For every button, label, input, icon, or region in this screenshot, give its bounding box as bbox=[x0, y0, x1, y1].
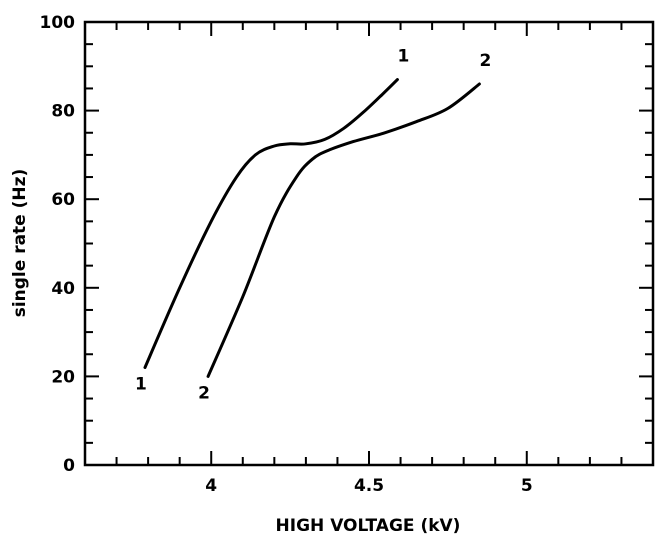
y-tick-label: 80 bbox=[51, 102, 75, 122]
series-label-end-1: 1 bbox=[397, 47, 409, 67]
x-tick-label: 5 bbox=[521, 476, 533, 496]
y-tick-label: 60 bbox=[51, 190, 75, 210]
series-group bbox=[143, 78, 481, 378]
tick-marks bbox=[84, 21, 654, 466]
x-tick-label: 4.5 bbox=[354, 476, 384, 496]
x-tick-label: 4 bbox=[205, 476, 217, 496]
tick-labels: 0 20 40 60 80 100 4 4.5 5 bbox=[40, 13, 533, 496]
y-axis-title: single rate (Hz) bbox=[10, 169, 30, 318]
series-label-start-1: 1 bbox=[135, 375, 147, 395]
y-tick-label: 40 bbox=[51, 279, 75, 299]
series-label-start-2: 2 bbox=[198, 383, 210, 403]
series-line-1 bbox=[143, 78, 399, 369]
y-tick-label: 100 bbox=[40, 13, 76, 33]
y-tick-label: 20 bbox=[51, 367, 75, 387]
plot-frame bbox=[83, 20, 655, 467]
series-line-2 bbox=[206, 82, 481, 378]
series-labels: 1 1 2 2 bbox=[135, 47, 491, 404]
y-tick-label: 0 bbox=[63, 456, 75, 476]
x-axis-title: HIGH VOLTAGE (kV) bbox=[276, 516, 461, 536]
series-label-end-2: 2 bbox=[480, 51, 492, 71]
